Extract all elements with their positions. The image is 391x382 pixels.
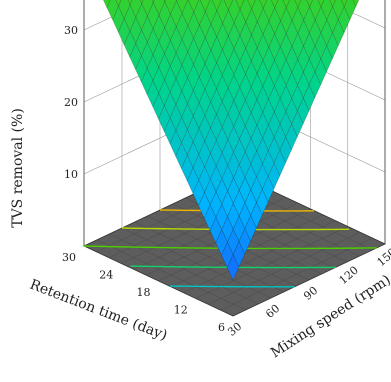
surface-cell	[227, 254, 239, 281]
surface-cell	[294, 0, 302, 8]
surface-cell	[127, 0, 133, 6]
y-tick-label: 150	[375, 246, 391, 269]
surface-cell	[151, 0, 155, 4]
surface-cell	[317, 0, 325, 8]
surface-cell	[270, 0, 279, 9]
x-tick-label: 12	[174, 304, 188, 317]
z-tick-label: 20	[64, 96, 78, 109]
x-tick-label: 24	[99, 269, 113, 282]
contour-line	[170, 285, 295, 288]
x-tick-label: 18	[137, 286, 151, 299]
surface-cell	[282, 0, 290, 9]
z-axis-label: TVS removal (%)	[10, 108, 26, 228]
surface-cell	[329, 0, 336, 8]
surface-cell	[352, 0, 359, 8]
surface-cell	[259, 0, 268, 9]
y-tick-label: 60	[263, 302, 282, 321]
surface-cell	[139, 0, 144, 5]
z-tick-label: 30	[64, 24, 78, 37]
y-tick-label: 120	[337, 264, 361, 287]
x-tick-label: 30	[62, 251, 76, 264]
y-tick-label: 90	[301, 284, 320, 303]
x-tick-label: 6	[218, 321, 225, 334]
surface-cell	[341, 0, 348, 8]
surface-cell	[103, 0, 111, 8]
surface-cell	[115, 0, 122, 7]
surface-cell	[306, 0, 313, 8]
response-surface	[103, 0, 359, 281]
y-tick-label: 30	[225, 320, 244, 339]
z-tick-label: 10	[64, 168, 78, 181]
